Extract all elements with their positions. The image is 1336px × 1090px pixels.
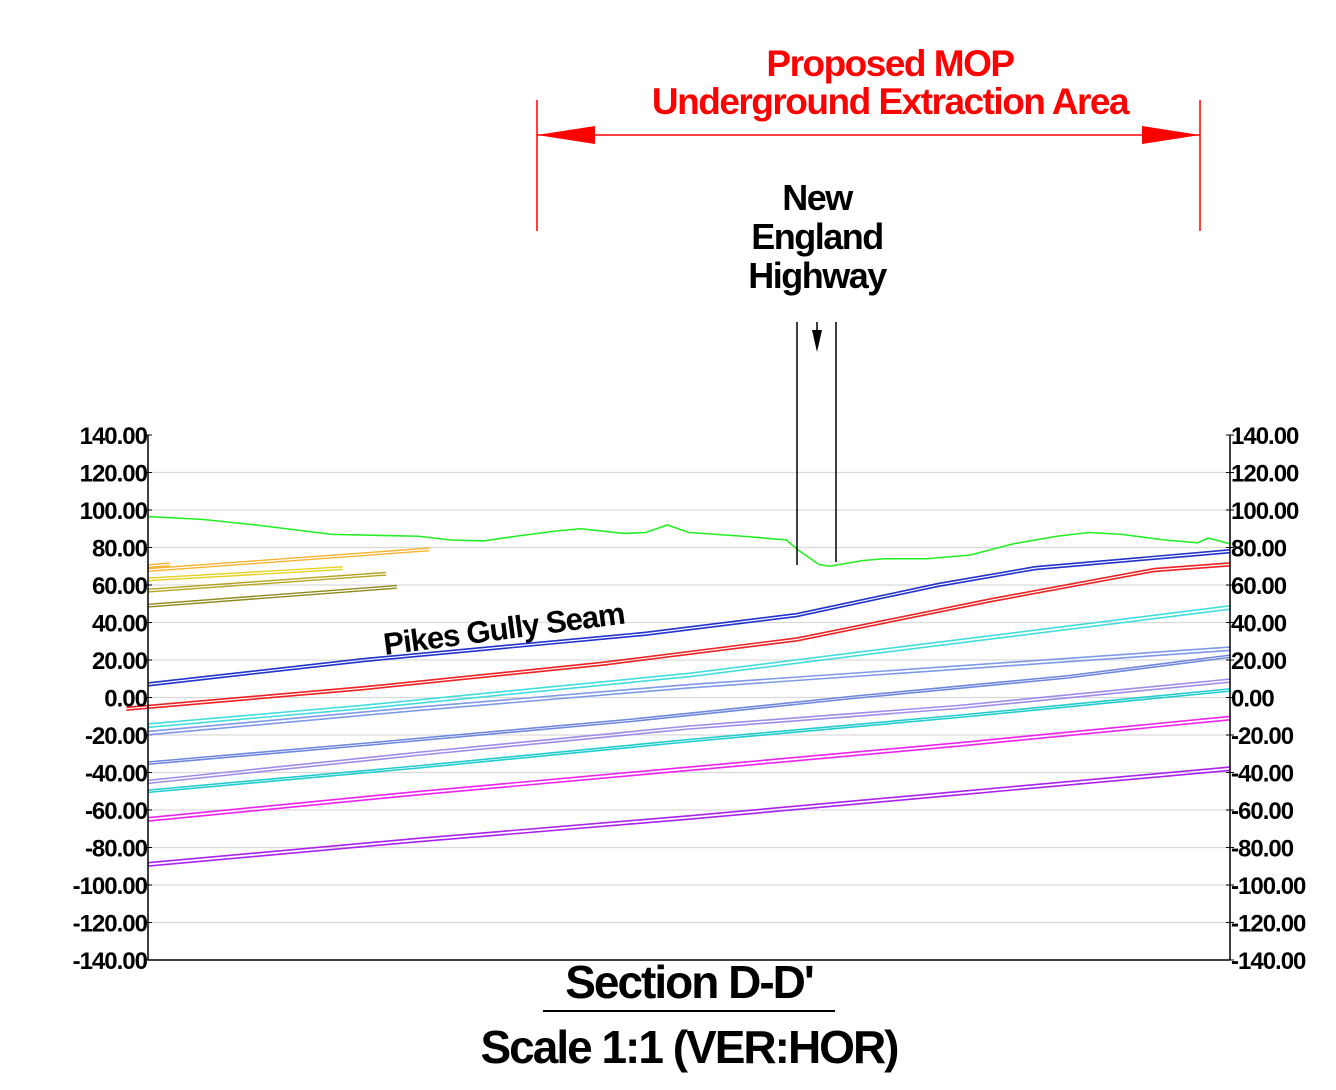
left-tick-label: -120.00 [73, 911, 148, 938]
left-tick-label: 20.00 [92, 648, 148, 675]
seam-red-upper [126, 562, 1231, 709]
left-tick-label: 140.00 [80, 423, 148, 450]
right-tick-label: 40.00 [1231, 611, 1287, 638]
right-tick-label: 140.00 [1231, 423, 1299, 450]
seam-steelblue-upper [147, 654, 1231, 763]
seam-lavender-upper [147, 678, 1231, 782]
right-tick-label: -120.00 [1231, 911, 1306, 938]
highway-label-line1: New [782, 177, 854, 218]
geological-profiles [126, 515, 1231, 867]
seam-magenta-lower [147, 719, 1231, 822]
highway-arrowhead-icon [812, 330, 822, 352]
left-tick-label: -20.00 [85, 723, 148, 750]
right-tick-label: 60.00 [1231, 573, 1287, 600]
right-tick-label: 100.00 [1231, 498, 1299, 525]
seam-purple-upper [147, 766, 1231, 864]
right-tick-label: 80.00 [1231, 536, 1287, 563]
right-tick-label: -20.00 [1231, 723, 1294, 750]
left-tick-label: -40.00 [85, 761, 148, 788]
seam-teal-lower [147, 690, 1231, 794]
section-subtitle: Scale 1:1 (VER:HOR) [480, 1021, 898, 1073]
right-tick-label: -60.00 [1231, 798, 1294, 825]
ground-surface [147, 515, 1231, 568]
seam-steelblue-lower [147, 656, 1231, 766]
outcrop-stub-upper [147, 566, 343, 579]
section-title: Section D-D' [565, 956, 813, 1008]
right-axis-labels: 140.00 120.00 100.00 80.00 60.00 40.00 20.00 0.… [1231, 423, 1307, 975]
seam-cyan-lower [147, 608, 1231, 729]
extraction-left-arrowhead [537, 126, 595, 144]
seam-purple-lower [147, 769, 1231, 867]
outcrop-stub-lower [147, 574, 387, 593]
left-tick-label: -80.00 [85, 836, 148, 863]
seam-blue-upper [147, 549, 1231, 684]
outcrop-stub-upper [147, 584, 397, 606]
highway-marker: New England Highway [748, 177, 889, 565]
right-tick-label: -40.00 [1231, 761, 1294, 788]
outcrop-stub-lower [147, 587, 397, 608]
right-tick-label: 120.00 [1231, 461, 1299, 488]
left-tick-label: 80.00 [92, 536, 148, 563]
seam-lightblue-lower [147, 649, 1231, 736]
seam-teal-upper [147, 688, 1231, 791]
seam-lightblue-upper [147, 646, 1231, 733]
right-tick-label: -80.00 [1231, 836, 1294, 863]
right-tick-label: 20.00 [1231, 648, 1287, 675]
outcrop-stub-upper [147, 571, 387, 591]
seam-red-lower [126, 564, 1231, 711]
left-axis-labels: 140.00 120.00 100.00 80.00 60.00 40.00 20.00 0.… [73, 423, 149, 975]
highway-label-line3: Highway [748, 255, 887, 296]
right-tick-label: -140.00 [1231, 948, 1306, 975]
extraction-label-line2: Underground Extraction Area [652, 81, 1130, 122]
extraction-right-arrowhead [1142, 126, 1200, 144]
outcrop-stub-lower [147, 549, 430, 572]
seam-label: Pikes Gully Seam [381, 596, 626, 662]
outcrop-stub-lower [147, 564, 170, 569]
outcrop-stub-upper [147, 547, 430, 570]
seam-cyan-upper [147, 605, 1231, 725]
left-tick-label: 40.00 [92, 611, 148, 638]
left-tick-label: -100.00 [73, 873, 148, 900]
seam-blue-lower [147, 551, 1231, 687]
left-tick-label: 120.00 [80, 461, 148, 488]
extraction-label-line1: Proposed MOP [766, 43, 1014, 84]
seam-lavender-lower [147, 681, 1231, 785]
left-tick-label: -140.00 [73, 948, 148, 975]
right-tick-label: -100.00 [1231, 873, 1306, 900]
left-tick-label: 60.00 [92, 573, 148, 600]
highway-label-line2: England [751, 216, 883, 257]
left-tick-label: -60.00 [85, 798, 148, 825]
extraction-area-marker: Proposed MOP Underground Extraction Area [536, 43, 1201, 231]
outcrop-stub-lower [147, 568, 343, 582]
seam-magenta-upper [147, 715, 1231, 819]
outcrop-stub-upper [147, 562, 170, 566]
left-tick-label: 100.00 [80, 498, 148, 525]
left-tick-label: 0.00 [104, 686, 147, 713]
gridlines [144, 434, 1234, 961]
right-tick-label: 0.00 [1231, 686, 1274, 713]
